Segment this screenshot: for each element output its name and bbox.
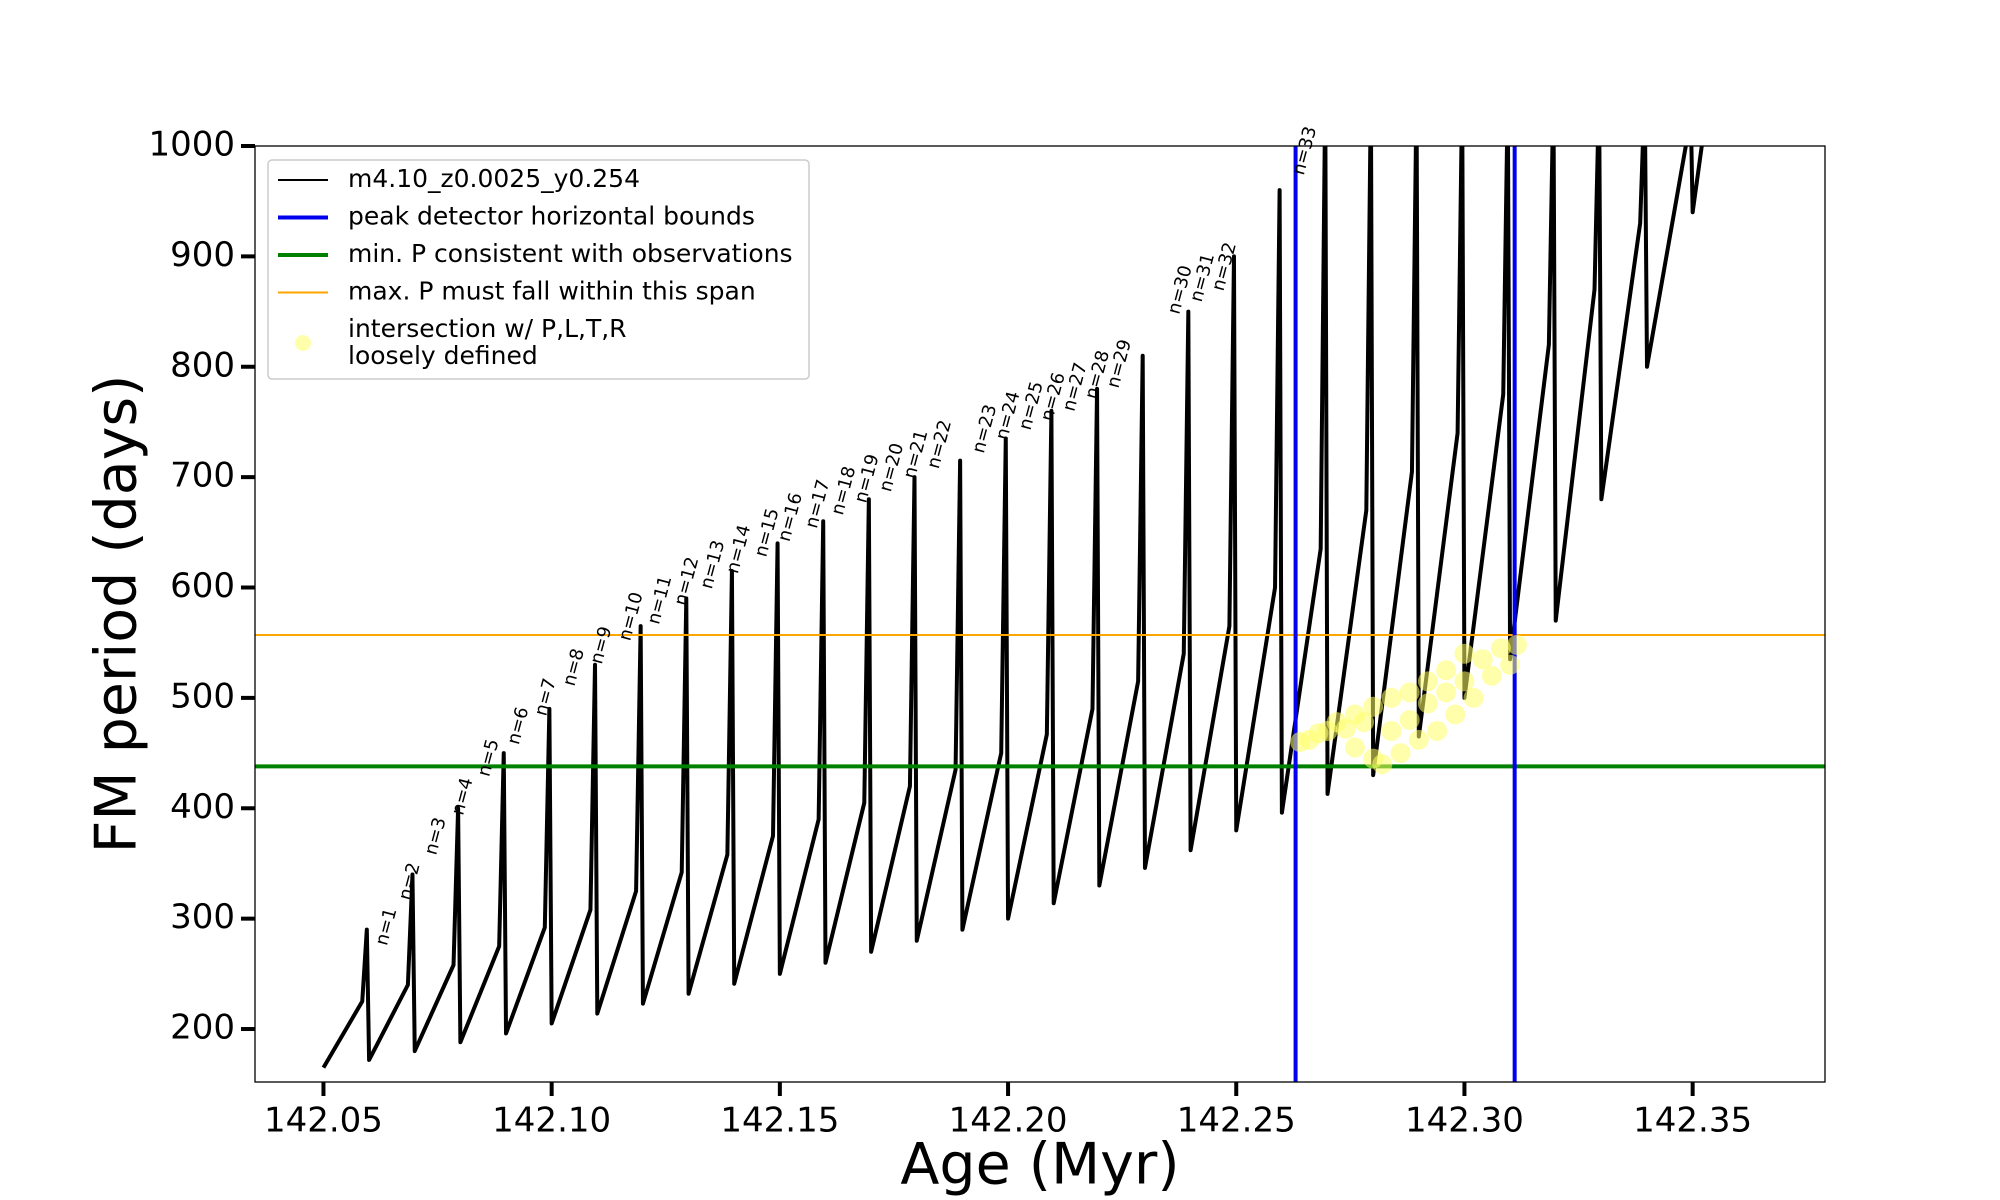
scatter-point [1506,634,1527,655]
x-tick-label: 142.20 [949,1101,1068,1141]
scatter-point [1417,693,1438,714]
scatter-point [1481,665,1502,686]
scatter-point [1381,687,1402,708]
scatter-point [1390,743,1411,764]
scatter-point [1463,687,1484,708]
scatter-point [1454,643,1475,664]
scatter-point [1490,638,1511,659]
x-tick-label: 142.10 [492,1101,611,1141]
scatter-point [1399,709,1420,730]
y-axis-label: FM period (days) [84,375,150,854]
scatter-point [1417,671,1438,692]
x-tick-label: 142.35 [1633,1101,1752,1141]
scatter-point [1454,671,1475,692]
x-tick-label: 142.25 [1177,1101,1296,1141]
y-tick-label: 800 [170,345,235,385]
data-line [321,146,1704,1069]
scatter-point [1445,704,1466,725]
scatter-point [1408,729,1429,750]
x-tick-label: 142.05 [264,1101,383,1141]
legend-label: max. P must fall within this span [348,277,756,306]
legend-label: peak detector horizontal bounds [348,202,755,231]
scatter-point [1363,696,1384,717]
scatter-point [1427,721,1448,741]
scatter-point [1436,682,1457,703]
legend-label: intersection w/ P,L,T,R loosely defined [348,314,627,370]
legend-box [267,159,810,380]
y-tick-label: 500 [170,676,235,716]
scatter-point [1472,649,1493,670]
y-tick-label: 600 [170,566,235,606]
x-axis-label: Age (Myr) [900,1132,1179,1198]
scatter-point [1344,737,1365,758]
scatter-point [1399,682,1420,703]
x-tick-label: 142.30 [1405,1101,1524,1141]
x-tick-label: 142.15 [720,1101,839,1141]
scatter-point [1335,718,1356,739]
scatter-point [1381,721,1402,741]
legend-label: m4.10_z0.0025_y0.254 [348,164,640,193]
y-tick-label: 1000 [148,125,235,165]
y-tick-label: 700 [170,456,235,496]
scatter-point [1500,654,1521,675]
scatter-point [1363,748,1384,769]
scatter-point [1354,712,1375,733]
y-tick-label: 900 [170,235,235,275]
scatter-point [1436,660,1457,681]
y-tick-label: 400 [170,787,235,827]
legend-swatch [295,335,311,351]
plot-area [255,146,1825,1082]
plot-frame [254,145,1826,1083]
y-tick-label: 200 [170,1008,235,1048]
y-tick-label: 300 [170,897,235,937]
legend-label: min. P consistent with observations [348,239,793,268]
